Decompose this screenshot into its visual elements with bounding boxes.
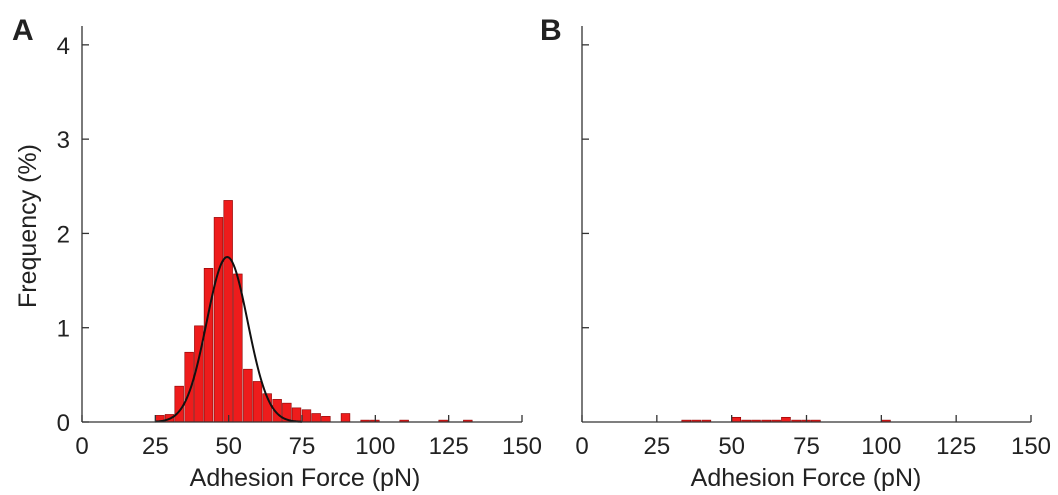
panel-b-x-tick-label: 75 (793, 433, 820, 460)
panel-a-gaussian-fit-curve (155, 255, 303, 423)
panel-b: B 0 25 50 75 100 125 150 Adhesion Force (pN) (540, 14, 1051, 492)
panel-a-y-tick-label: 1 (57, 316, 70, 343)
panel-a-y-tick-label: 4 (57, 33, 70, 60)
panel-b-bar (781, 416, 791, 423)
panel-b-x-tick-label: 0 (575, 433, 588, 460)
panel-b-x-tick-label: 50 (718, 433, 745, 460)
panel-a-bar (213, 217, 224, 423)
panel-b-x-axis-title: Adhesion Force (pN) (691, 464, 922, 492)
panel-b-x-tick-label: 25 (643, 433, 670, 460)
panel-a-x-tick-label: 100 (355, 433, 395, 460)
panel-a-y-axis-title: Frequency (%) (14, 144, 42, 308)
panel-b-bars (681, 416, 891, 423)
panel-b-letter: B (540, 14, 562, 47)
panel-a-bar (174, 385, 184, 423)
panel-a-bar (311, 413, 321, 423)
panel-a-x-tick-label: 0 (75, 433, 88, 460)
panel-a-x-tick-label: 50 (215, 433, 242, 460)
panel-a-y-tick-label: 0 (57, 410, 70, 437)
panel-b-axes: 0 25 50 75 100 125 150 (575, 26, 1051, 460)
panel-a-bar (252, 381, 263, 423)
panel-a-bar (321, 416, 331, 423)
panel-a-x-axis-title: Adhesion Force (pN) (190, 464, 421, 492)
panel-a-bar (243, 368, 253, 423)
panel-b-x-tick-label: 100 (861, 433, 901, 460)
panel-b-x-tick-label: 150 (1011, 433, 1051, 460)
panel-a-bar (301, 409, 312, 423)
panel-b-bar (731, 416, 742, 423)
panel-a-bar (291, 407, 302, 423)
panel-a-x-tick-label: 75 (289, 433, 316, 460)
panel-a-bars (155, 200, 473, 423)
panel-a-y-tick-label: 3 (57, 127, 70, 154)
panel-a-axes: 0 25 50 75 100 125 150 0 1 2 3 4 (57, 26, 542, 460)
panel-a-bar (233, 273, 243, 423)
panel-a: A 0 25 50 75 100 125 150 0 1 2 3 4 Adhesion Force (… (12, 14, 542, 492)
panel-b-x-tick-label: 125 (936, 433, 976, 460)
panel-a-bar (184, 351, 194, 423)
panel-a-x-tick-label: 150 (502, 433, 542, 460)
panel-a-bar (340, 413, 351, 423)
panel-a-y-tick-label: 2 (57, 221, 70, 248)
panel-a-x-tick-label: 25 (142, 433, 169, 460)
panel-a-x-tick-label: 125 (429, 433, 469, 460)
panel-a-bar (223, 200, 233, 423)
panel-a-letter: A (12, 14, 34, 47)
panel-a-bar (203, 268, 214, 423)
